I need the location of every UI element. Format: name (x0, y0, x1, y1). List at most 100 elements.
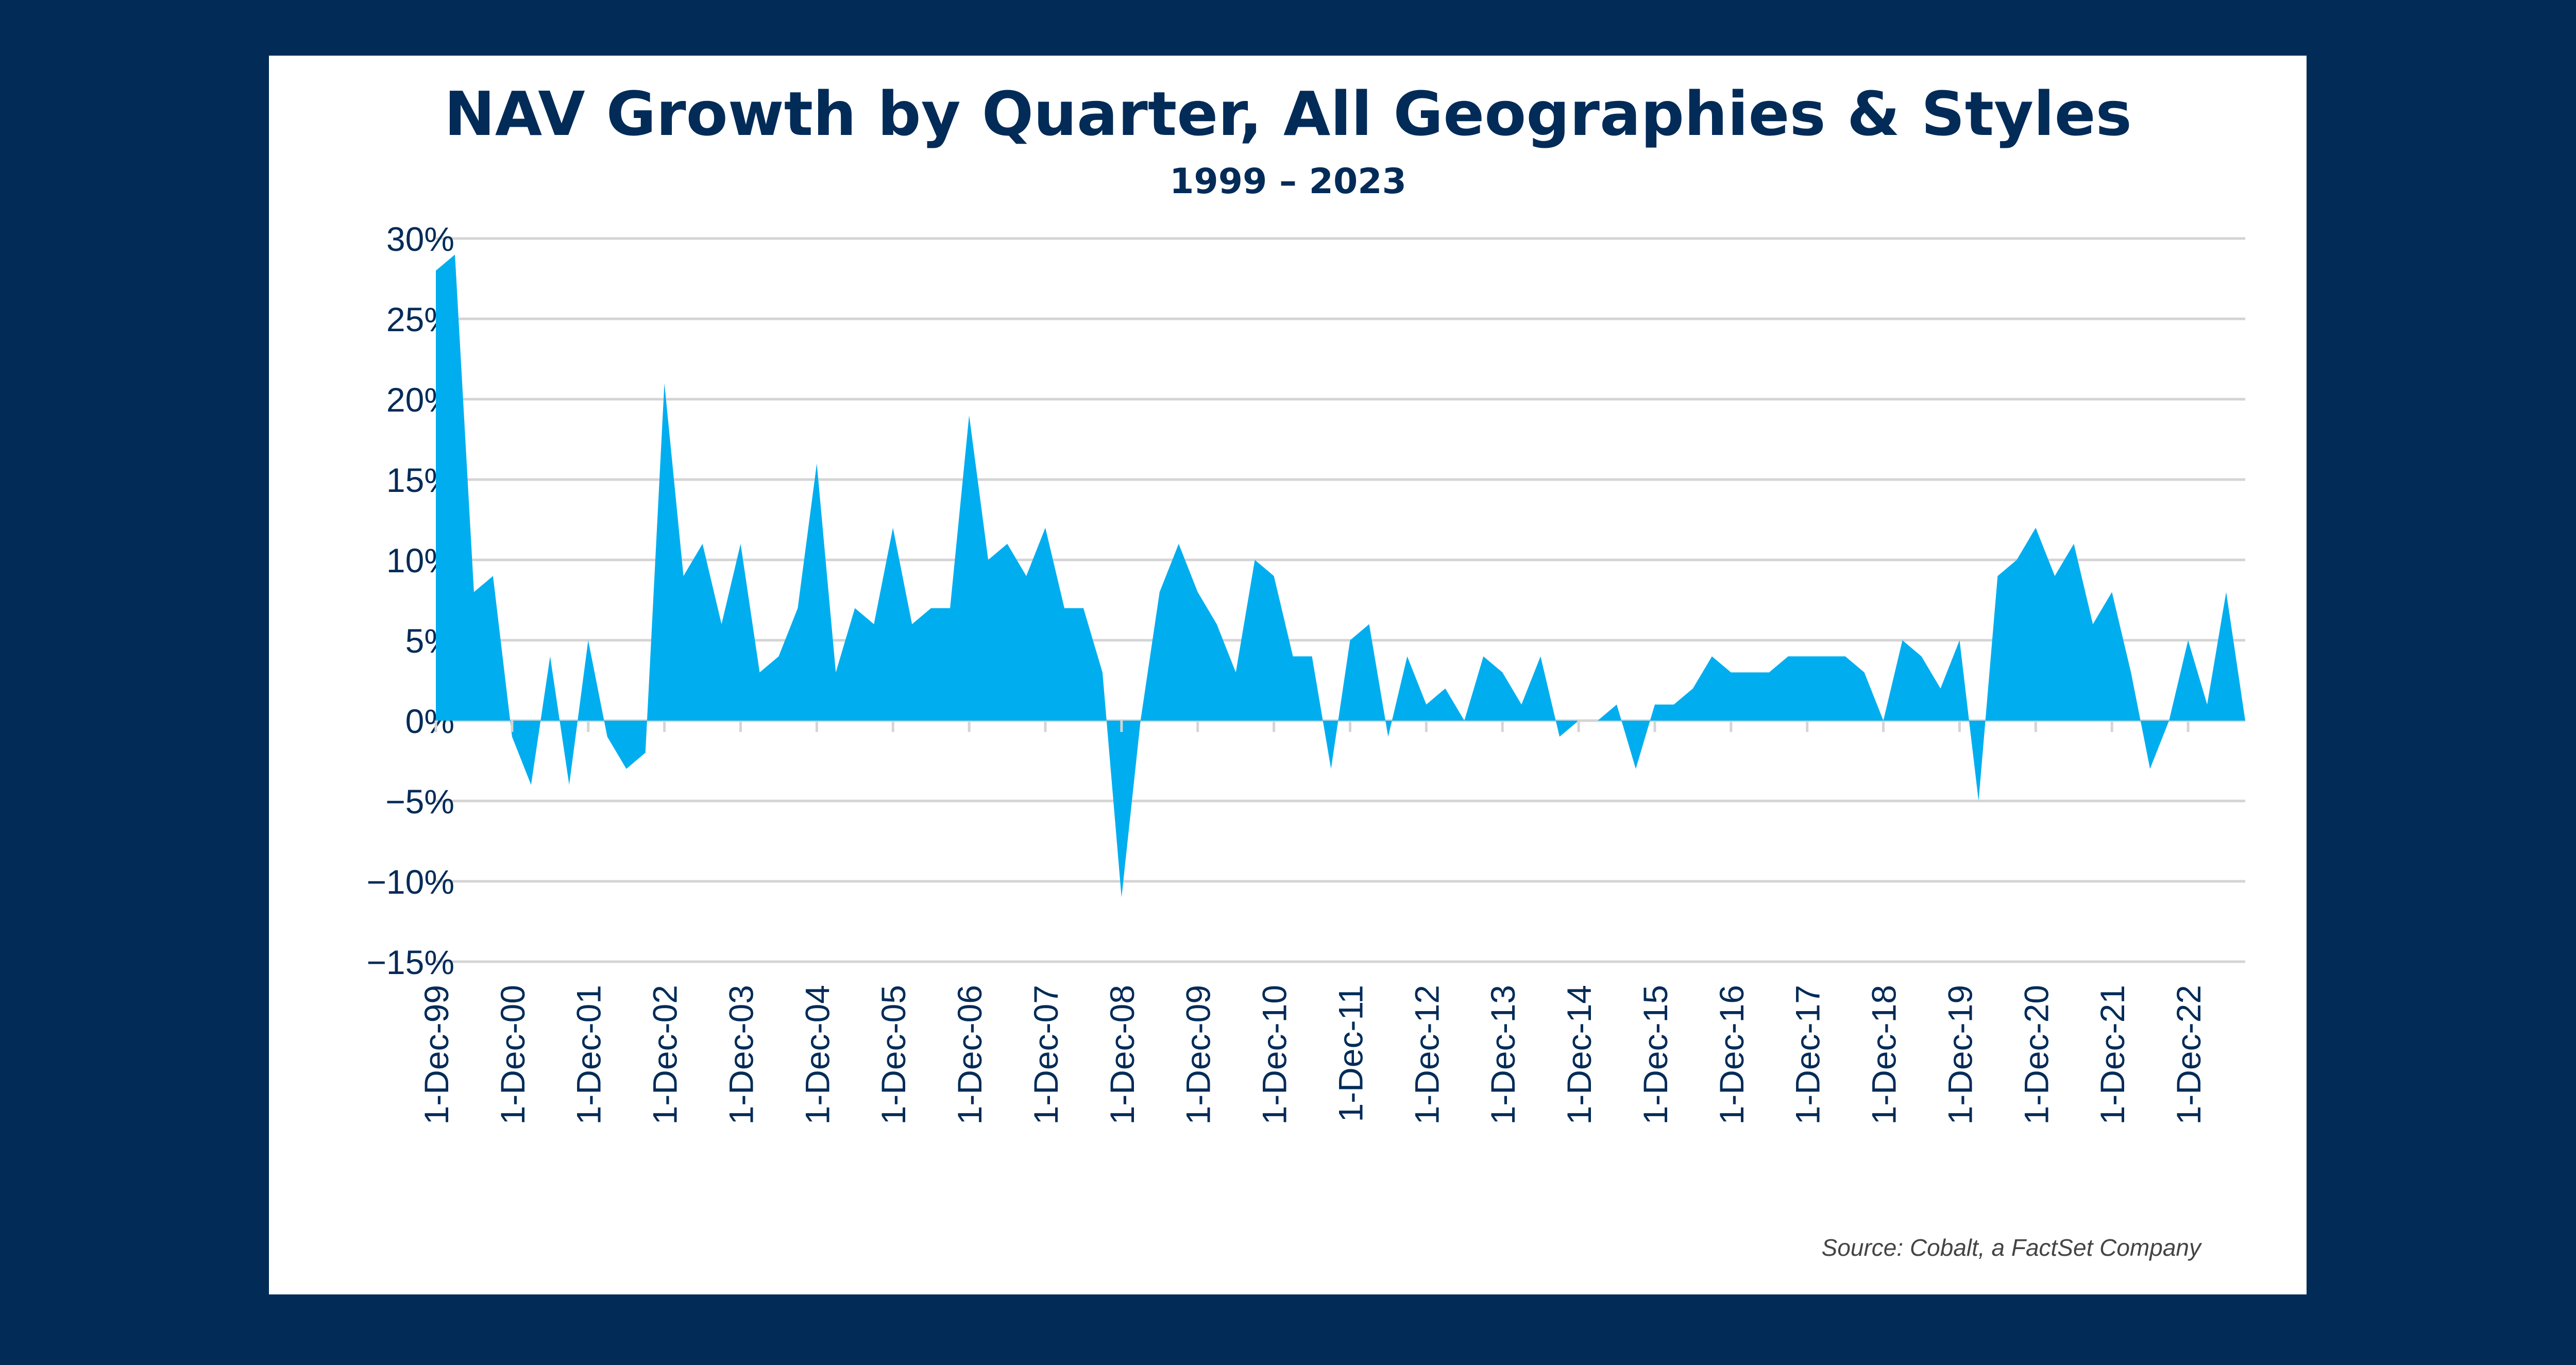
source-note: Source: Cobalt, a FactSet Company (1822, 1234, 2202, 1261)
data-point (1958, 638, 1962, 642)
data-point (720, 622, 724, 626)
x-tick-label: 1-Dec-12 (1408, 985, 1446, 1124)
data-point (1901, 638, 1905, 642)
data-point (586, 638, 590, 642)
data-point (986, 558, 990, 562)
x-tick-label: 1-Dec-00 (494, 985, 532, 1124)
data-point (1691, 687, 1695, 691)
data-point (2091, 622, 2095, 626)
data-point (2205, 703, 2209, 707)
data-point (2148, 767, 2152, 771)
data-point (1386, 735, 1390, 739)
data-point (2243, 719, 2247, 723)
data-point (510, 735, 514, 739)
x-tick-label: 1-Dec-16 (1713, 985, 1751, 1124)
x-tick-label: 1-Dec-07 (1027, 985, 1065, 1124)
data-point (1005, 542, 1009, 546)
data-point (815, 462, 819, 466)
data-point (1177, 542, 1181, 546)
data-point (1596, 719, 1600, 723)
data-point (1481, 654, 1485, 658)
data-point (967, 413, 971, 417)
data-point (2053, 574, 2057, 578)
data-point (1615, 703, 1619, 707)
data-point (872, 622, 876, 626)
data-point (663, 381, 667, 385)
data-point (1329, 767, 1333, 771)
data-point (2167, 719, 2171, 723)
data-point (1710, 654, 1714, 658)
data-point (1024, 574, 1028, 578)
y-tick-label: −15% (366, 943, 454, 981)
data-point (2224, 590, 2228, 594)
data-point (910, 622, 914, 626)
data-point (1405, 654, 1409, 658)
data-point (1139, 719, 1143, 723)
data-point (2033, 526, 2038, 530)
data-point (1062, 606, 1066, 610)
x-tick-label: 1-Dec-09 (1179, 985, 1217, 1124)
data-point (1310, 654, 1314, 658)
data-point (1672, 703, 1676, 707)
data-point (567, 783, 571, 787)
y-tick-label: 30% (386, 220, 454, 258)
data-point (1538, 654, 1543, 658)
data-point (1291, 654, 1295, 658)
chart-subtitle: 1999 – 2023 (1170, 161, 1406, 202)
data-point (1786, 654, 1790, 658)
data-point (2110, 590, 2114, 594)
data-point (1920, 654, 1924, 658)
x-tick-label: 1-Dec-22 (2170, 985, 2208, 1124)
data-point (605, 735, 609, 739)
x-tick-label: 1-Dec-06 (951, 985, 989, 1124)
data-point (453, 252, 457, 257)
x-tick-label: 1-Dec-11 (1332, 985, 1370, 1122)
data-point (1862, 670, 1867, 674)
data-point (1653, 703, 1657, 707)
data-point (1043, 526, 1047, 530)
data-point (1843, 654, 1848, 658)
data-point (1995, 574, 1999, 578)
data-point (1462, 719, 1466, 723)
data-point (624, 767, 629, 771)
data-point (1215, 622, 1219, 626)
data-point (1805, 654, 1809, 658)
data-point (776, 654, 781, 658)
x-tick-label: 1-Dec-05 (874, 985, 912, 1124)
x-tick-label: 1-Dec-10 (1256, 985, 1294, 1124)
data-point (1939, 687, 1943, 691)
chart-title: NAV Growth by Quarter, All Geographies &… (444, 78, 2132, 149)
data-point (2129, 670, 2133, 674)
data-point (834, 670, 838, 674)
data-point (853, 606, 857, 610)
data-point (548, 654, 552, 658)
data-point (472, 590, 476, 594)
x-tick-label: 1-Dec-99 (417, 985, 455, 1124)
data-point (1196, 590, 1200, 594)
x-axis: 1-Dec-99 1-Dec-00 1-Dec-01 1-Dec-02 1-Dec-03… (417, 721, 2208, 1124)
data-point (1976, 799, 1980, 803)
data-point (795, 606, 800, 610)
data-point (1519, 703, 1523, 707)
data-point (1081, 606, 1086, 610)
plot-area (434, 252, 2247, 898)
data-point (929, 606, 933, 610)
data-point (1158, 590, 1162, 594)
data-point (434, 268, 438, 272)
x-tick-label: 1-Dec-02 (646, 985, 684, 1124)
x-tick-label: 1-Dec-04 (798, 985, 836, 1124)
x-tick-label: 1-Dec-18 (1865, 985, 1903, 1124)
data-point (1748, 670, 1752, 674)
data-point (1729, 670, 1733, 674)
data-point (2014, 558, 2019, 562)
data-point (1367, 622, 1371, 626)
data-point (1424, 703, 1428, 707)
x-tick-label: 1-Dec-20 (2017, 985, 2055, 1124)
data-point (1767, 670, 1771, 674)
x-tick-label: 1-Dec-19 (1941, 985, 1979, 1124)
data-point (1500, 670, 1504, 674)
data-point (643, 750, 648, 755)
y-tick-label: −10% (366, 863, 454, 901)
data-point (1253, 558, 1257, 562)
